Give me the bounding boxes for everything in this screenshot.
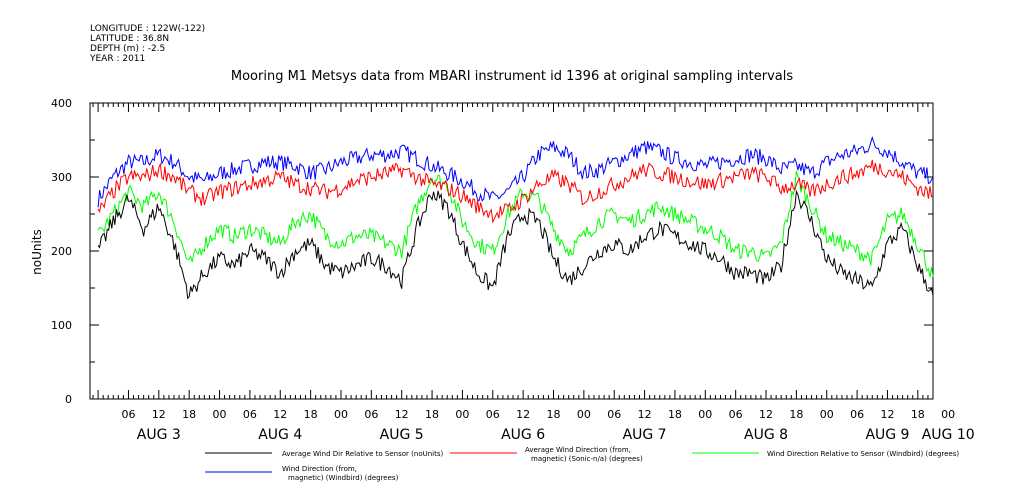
meta-latitude: LATITUDE : 36.8N <box>90 34 169 44</box>
y-tick-label: 400 <box>51 97 72 110</box>
y-axis-label: noUnits <box>30 229 44 275</box>
x-tick-label: 00 <box>577 408 591 421</box>
x-tick-label: 12 <box>759 408 773 421</box>
x-tick-label: 06 <box>850 408 864 421</box>
x-day-label: AUG 3 <box>137 427 181 443</box>
x-tick-label: 12 <box>516 408 530 421</box>
legend-label: magnetic) (Windbird) (degrees) <box>288 474 399 482</box>
series-line <box>97 159 934 224</box>
axis-ticks <box>90 102 934 400</box>
series-line <box>97 189 934 300</box>
x-day-label: AUG 6 <box>501 427 545 443</box>
legend-item-windbird-dir: Wind Direction (from, magnetic) (Windbir… <box>205 465 399 482</box>
x-tick-label: 00 <box>820 408 834 421</box>
x-tick-label: 12 <box>273 408 287 421</box>
x-tick-label: 18 <box>668 408 682 421</box>
x-day-label: AUG 4 <box>258 427 302 443</box>
chart-title: Mooring M1 Metsys data from MBARI instru… <box>231 69 793 84</box>
x-day-label: AUG 8 <box>744 427 788 443</box>
legend-item-avg-dir: Average Wind Direction (from, magnetic) … <box>450 446 643 463</box>
y-tick-label: 100 <box>51 319 72 332</box>
series-layer <box>97 135 934 300</box>
x-day-label: AUG 7 <box>623 427 667 443</box>
x-tick-label: 06 <box>486 408 500 421</box>
series-line <box>97 170 934 278</box>
x-tick-label: 12 <box>880 408 894 421</box>
x-tick-label: 00 <box>941 408 955 421</box>
y-tick-label: 0 <box>65 393 72 406</box>
legend-label: Wind Direction Relative to Sensor (Windb… <box>767 450 959 458</box>
x-tick-label: 00 <box>698 408 712 421</box>
legend-label: Wind Direction (from, <box>282 465 357 473</box>
x-day-label: AUG 5 <box>380 427 424 443</box>
plot-frame <box>89 102 934 400</box>
x-tick-label: 18 <box>546 408 560 421</box>
x-tick-label: 00 <box>334 408 348 421</box>
legend-label: Average Wind Direction (from, <box>525 446 631 454</box>
y-tick-label: 300 <box>51 171 72 184</box>
meta-depth: DEPTH (m) : -2.5 <box>90 44 165 54</box>
x-day-label: AUG 10 <box>922 427 975 443</box>
legend-label: magnetic) (Sonic-n/a) (degrees) <box>531 455 643 463</box>
meta-longitude: LONGITUDE : 122W(-122) <box>90 24 205 34</box>
x-tick-label: 06 <box>364 408 378 421</box>
x-tick-label: 12 <box>638 408 652 421</box>
x-day-label: AUG 9 <box>865 427 909 443</box>
x-tick-label: 06 <box>121 408 135 421</box>
x-tick-label: 18 <box>789 408 803 421</box>
legend-label: Average Wind Dir Relative to Sensor (noU… <box>282 450 443 458</box>
legend: Average Wind Dir Relative to Sensor (noU… <box>205 446 959 482</box>
y-tick-label: 200 <box>51 245 72 258</box>
legend-item-windbird-rel: Wind Direction Relative to Sensor (Windb… <box>692 450 959 458</box>
x-tick-label: 18 <box>304 408 318 421</box>
axis-labels: 0 100 200 300 400 06 12 18 00 06 12 18 00 06 12 18 00 06 1… <box>51 97 975 443</box>
x-tick-label: 18 <box>425 408 439 421</box>
meta-year: YEAR : 2011 <box>89 54 145 64</box>
x-tick-label: 18 <box>182 408 196 421</box>
x-tick-label: 06 <box>729 408 743 421</box>
x-tick-label: 12 <box>152 408 166 421</box>
x-tick-label: 06 <box>607 408 621 421</box>
x-tick-label: 00 <box>213 408 227 421</box>
series-line <box>97 135 934 208</box>
x-tick-label: 06 <box>243 408 257 421</box>
x-tick-label: 12 <box>395 408 409 421</box>
legend-item-avg-rel: Average Wind Dir Relative to Sensor (noU… <box>205 450 443 458</box>
x-tick-label: 18 <box>911 408 925 421</box>
x-tick-label: 00 <box>455 408 469 421</box>
